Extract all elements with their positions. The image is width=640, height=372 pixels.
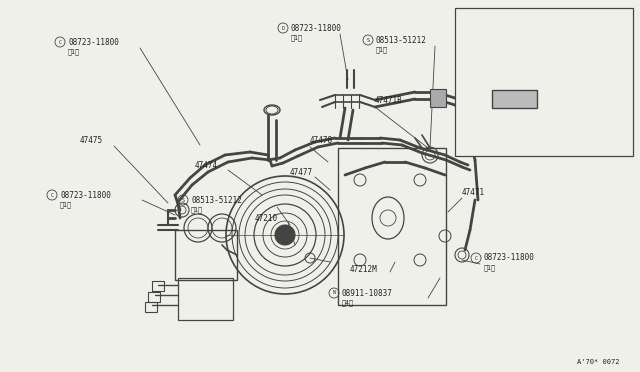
- Text: 47210: 47210: [255, 214, 278, 222]
- Text: N: N: [333, 291, 335, 295]
- Text: 47212M: 47212M: [350, 266, 378, 275]
- Bar: [178, 278, 233, 320]
- Text: （1）: （1）: [291, 35, 303, 41]
- Text: 47475R: 47475R: [462, 51, 490, 60]
- Bar: [145, 302, 157, 312]
- Text: 47472: 47472: [462, 94, 485, 103]
- Text: 47477: 47477: [290, 167, 313, 176]
- Text: 08513-51212: 08513-51212: [376, 35, 427, 45]
- Text: 08723-11800: 08723-11800: [68, 38, 119, 46]
- Text: （1）: （1）: [484, 265, 496, 271]
- Text: 47031E: 47031E: [468, 125, 496, 135]
- Text: [0781-    ]: [0781- ]: [572, 17, 623, 26]
- Text: 47475: 47475: [80, 135, 103, 144]
- Text: 08723-11800: 08723-11800: [484, 253, 535, 263]
- Bar: [152, 281, 164, 291]
- Bar: [455, 8, 633, 156]
- Text: （1）: （1）: [60, 202, 72, 208]
- Text: 08723-11800: 08723-11800: [291, 23, 342, 32]
- Bar: [430, 89, 446, 107]
- Text: 47478: 47478: [310, 135, 333, 144]
- Text: A'70* 0072: A'70* 0072: [577, 359, 620, 365]
- Bar: [148, 292, 160, 302]
- Text: C: C: [475, 256, 477, 260]
- Circle shape: [275, 225, 295, 245]
- Text: 47474: 47474: [195, 160, 218, 170]
- Text: C: C: [59, 39, 61, 45]
- Text: S: S: [182, 198, 184, 202]
- Text: （1）: （1）: [376, 47, 388, 53]
- Text: 47471: 47471: [462, 187, 485, 196]
- Text: （1）: （1）: [191, 207, 203, 213]
- Bar: [338, 148, 446, 305]
- Text: （4）: （4）: [342, 300, 354, 306]
- Text: （1）: （1）: [68, 49, 80, 55]
- Text: 08513-51212: 08513-51212: [191, 196, 242, 205]
- Text: 08723-11800: 08723-11800: [60, 190, 111, 199]
- Bar: [492, 90, 537, 108]
- Text: C: C: [51, 192, 53, 198]
- Text: D: D: [282, 26, 284, 31]
- Bar: [175, 230, 237, 280]
- Text: 47471B: 47471B: [375, 96, 403, 105]
- Text: S: S: [367, 38, 369, 42]
- Text: 08911-10837: 08911-10837: [342, 289, 393, 298]
